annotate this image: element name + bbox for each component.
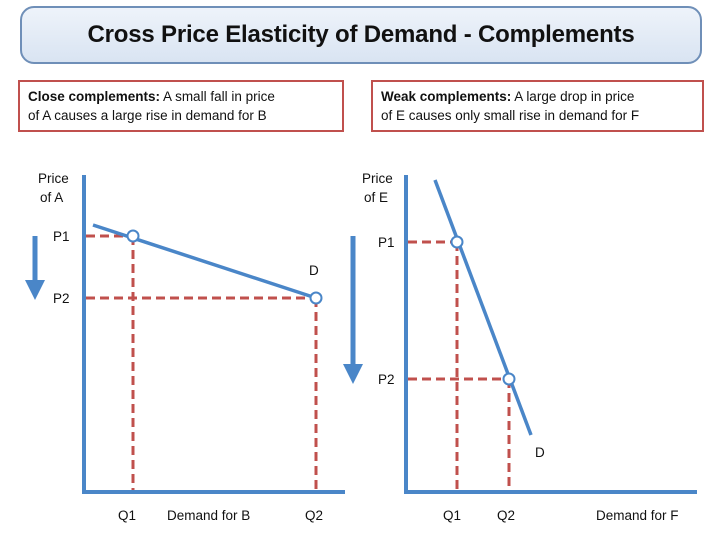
left-q1-label: Q1 <box>118 508 136 523</box>
left-x-label: Demand for B <box>167 508 250 523</box>
right-curve-label: D <box>535 445 545 460</box>
close-complements-text-line2: of A causes a large rise in demand for B <box>28 108 267 123</box>
weak-complements-text-line1: A large drop in price <box>511 89 635 104</box>
weak-complements-note: Weak complements: A large drop in price … <box>371 80 704 132</box>
weak-complements-text-line2: of E causes only small rise in demand fo… <box>381 108 640 123</box>
right-diagram: Price of E P1 P2 D Q1 Q2 Demand for F <box>343 171 697 523</box>
right-point-p1 <box>450 235 464 249</box>
left-curve-label: D <box>309 263 319 278</box>
right-q1-label: Q1 <box>443 508 461 523</box>
close-complements-text-line1: A small fall in price <box>160 89 275 104</box>
left-p2-label: P2 <box>53 291 70 306</box>
weak-complements-heading: Weak complements: <box>381 89 512 104</box>
right-p1-label: P1 <box>378 235 395 250</box>
right-q2-label: Q2 <box>497 508 515 523</box>
left-point-p2 <box>309 291 323 305</box>
left-y-label-line2: of A <box>40 190 63 205</box>
right-y-label-line1: Price <box>362 171 393 186</box>
title-banner: Cross Price Elasticity of Demand - Compl… <box>20 6 702 64</box>
left-diagram: Price of A P1 P2 D Q1 Demand for B Q2 <box>25 171 345 523</box>
right-p2-label: P2 <box>378 372 395 387</box>
page-title: Cross Price Elasticity of Demand - Compl… <box>87 21 635 48</box>
close-complements-heading: Close complements: <box>28 89 161 104</box>
left-demand-curve <box>92 223 317 300</box>
left-point-p1 <box>126 229 140 243</box>
left-p1-label: P1 <box>53 229 70 244</box>
right-x-label: Demand for F <box>596 508 679 523</box>
right-y-label-line2: of E <box>364 190 388 205</box>
left-y-label-line1: Price <box>38 171 69 186</box>
right-demand-curve <box>433 179 533 436</box>
close-complements-note: Close complements: A small fall in price… <box>18 80 344 132</box>
right-point-p2 <box>502 372 516 386</box>
left-q2-label: Q2 <box>305 508 323 523</box>
